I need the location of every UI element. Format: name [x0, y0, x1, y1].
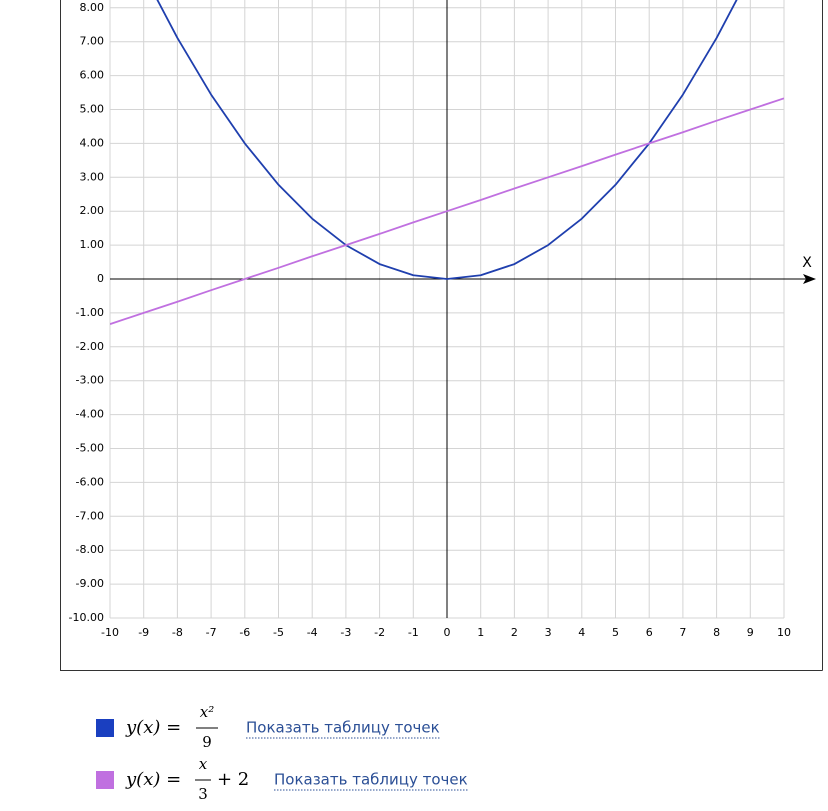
x-axis-label: X	[802, 255, 812, 271]
series-line	[110, 97, 784, 325]
x-tick-label: 7	[679, 626, 686, 639]
y-tick-label: 6.00	[80, 69, 105, 82]
y-tick-label: -6.00	[76, 475, 104, 488]
y-tick-label: -9.00	[76, 577, 104, 590]
y-tick-label: -1.00	[76, 306, 104, 319]
x-tick-label: 0	[444, 626, 451, 639]
x-tick-label: 9	[747, 626, 754, 639]
formula-lhs: y(x) =	[125, 717, 181, 738]
x-tick-label: -8	[172, 626, 183, 639]
y-tick-label: -10.00	[69, 611, 104, 624]
x-tick-label: 4	[578, 626, 585, 639]
x-tick-label: 1	[477, 626, 484, 639]
x-tick-label: -1	[408, 626, 419, 639]
x-tick-label: -5	[273, 626, 284, 639]
y-tick-label: -5.00	[76, 442, 104, 455]
formula-numerator: x²	[200, 703, 214, 721]
y-tick-label: 0	[97, 272, 104, 285]
x-tick-label: -10	[101, 626, 119, 639]
y-tick-label: -3.00	[76, 374, 104, 387]
x-tick-label: -7	[206, 626, 217, 639]
axis-arrow	[803, 274, 816, 284]
formula-denominator: 3	[198, 785, 208, 803]
y-tick-label: 3.00	[80, 170, 105, 183]
x-tick-label: 3	[545, 626, 552, 639]
y-tick-label: 7.00	[80, 35, 105, 48]
points-table-link[interactable]: Показать таблицу точек	[274, 771, 468, 789]
series-line	[156, 0, 738, 280]
y-tick-label: 5.00	[80, 103, 105, 116]
points-table-link[interactable]: Показать таблицу точек	[246, 719, 440, 737]
y-tick-label: -7.00	[76, 509, 104, 522]
formula-numerator: x	[199, 755, 208, 773]
formula-tail: + 2	[217, 769, 249, 790]
x-tick-label: -6	[239, 626, 250, 639]
x-tick-label: 6	[646, 626, 653, 639]
x-tick-label: -4	[307, 626, 318, 639]
x-tick-label: 8	[713, 626, 720, 639]
y-tick-label: -4.00	[76, 408, 104, 421]
formula-lhs: y(x) =	[125, 769, 181, 790]
legend-swatch	[96, 719, 114, 737]
legend-swatch	[96, 771, 114, 789]
y-tick-label: 1.00	[80, 238, 105, 251]
y-tick-label: 4.00	[80, 136, 105, 149]
y-tick-label: 2.00	[80, 204, 105, 217]
y-tick-label: -2.00	[76, 340, 104, 353]
x-tick-label: 2	[511, 626, 518, 639]
plot	[110, 0, 784, 325]
x-tick-label: -9	[138, 626, 149, 639]
x-tick-label: 10	[777, 626, 791, 639]
x-tick-label: 5	[612, 626, 619, 639]
x-tick-label: -2	[374, 626, 385, 639]
x-tick-label: -3	[340, 626, 351, 639]
y-tick-label: -8.00	[76, 543, 104, 556]
y-tick-label: 8.00	[80, 1, 105, 14]
formula-denominator: 9	[202, 733, 212, 751]
